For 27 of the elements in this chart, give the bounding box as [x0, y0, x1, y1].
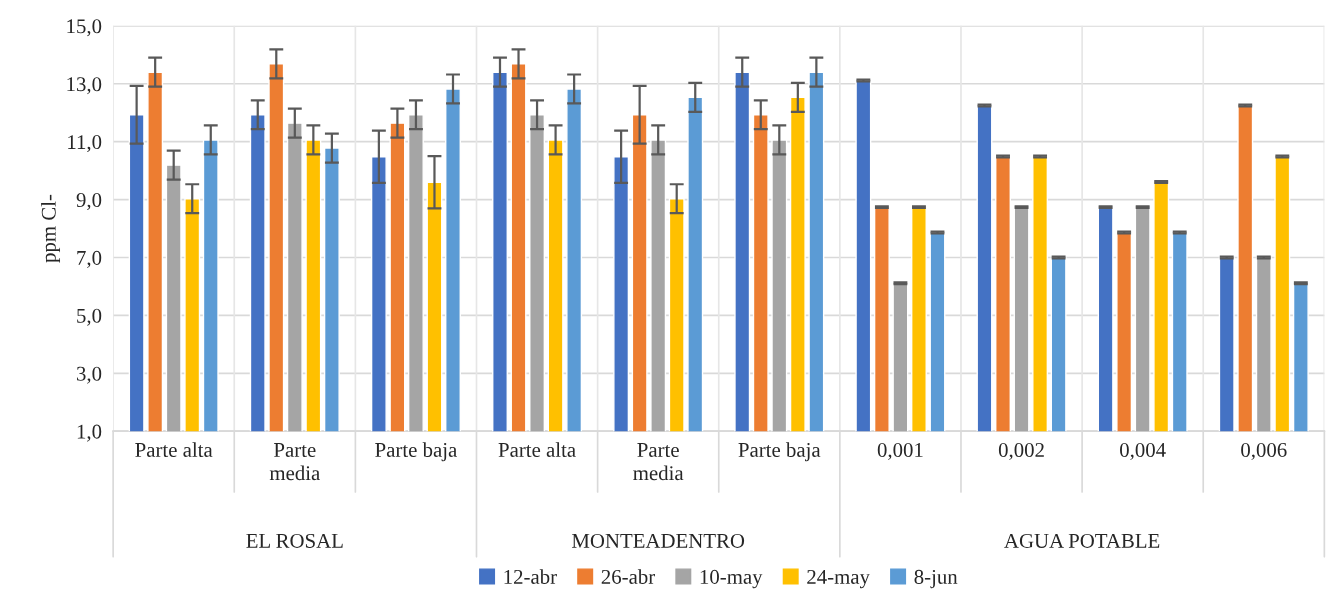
- legend-label: 12-abr: [504, 569, 557, 584]
- x-tick-label: Parte baja: [375, 442, 458, 462]
- legend-label: 26-abr: [601, 569, 656, 584]
- text: EL ROSAL: [246, 533, 343, 548]
- x-tick-label: Parte alta: [498, 442, 576, 457]
- text: MONTEADENTRO: [571, 533, 745, 548]
- y-tick-label: 7,0: [77, 250, 102, 268]
- y-tick-label: 3,0: [76, 366, 102, 384]
- x-tick-label: Parte baja: [738, 442, 821, 462]
- x-tick-label: 0,002: [998, 442, 1044, 460]
- legend-label: 10-may: [700, 569, 763, 589]
- y-tick-label: 13,0: [67, 77, 102, 95]
- legend-label: 8-jun: [914, 569, 958, 589]
- legend-label: 24-may: [807, 569, 870, 589]
- x-tick-label: 0,006: [1241, 442, 1287, 460]
- y-tick-label: 11,0: [68, 135, 102, 153]
- y-tick-label: 5,0: [77, 308, 102, 326]
- y-tick-label: 9,0: [76, 192, 102, 211]
- text: AGUA POTABLE: [1004, 533, 1160, 548]
- x-tick-label: 0,001: [877, 442, 923, 460]
- x-tick-label: Parte media: [633, 443, 684, 481]
- x-tick-label: Parte media: [269, 443, 320, 481]
- x-tick-label: 0,004: [1120, 442, 1166, 460]
- x-tick-label: Parte alta: [135, 442, 213, 457]
- y-tick-label: 1,0: [77, 424, 102, 442]
- y-tick-label: 15,0: [67, 19, 102, 37]
- y-axis-title: ppm Cl-: [41, 194, 61, 263]
